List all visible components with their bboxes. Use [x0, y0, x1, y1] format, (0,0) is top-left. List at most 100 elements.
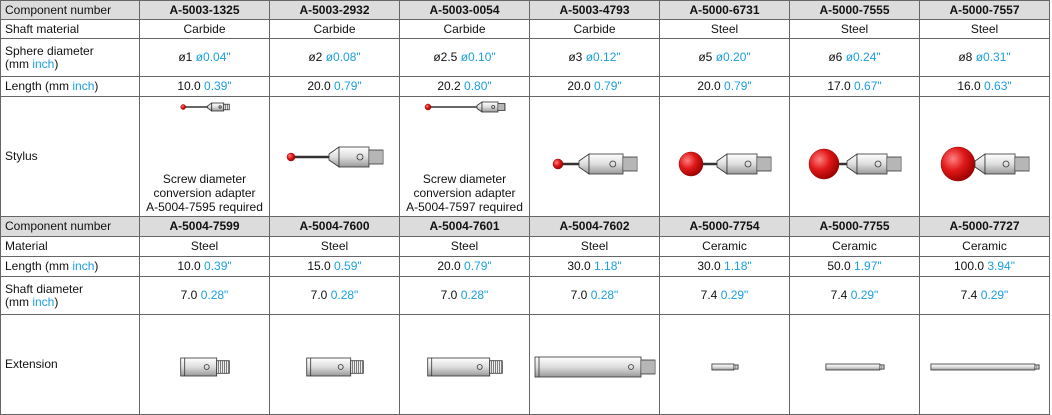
- value-inch: 0.29": [980, 288, 1009, 302]
- extension-hole: [203, 364, 210, 370]
- label-part: inch: [32, 56, 55, 71]
- thread: [640, 359, 656, 375]
- spec-cell: ø6 ø0.24": [789, 38, 920, 77]
- spec-cell: Screw diameter conversion adapter A-5004-7…: [139, 96, 270, 217]
- spec-row: Sphere diameter (mm inch) ø1 ø0.04" ø2 ø0.0…: [0, 38, 1050, 77]
- value-inch: 0.29": [850, 288, 879, 302]
- spec-cell: ø2 ø0.08": [269, 38, 400, 77]
- extension-body: [180, 357, 218, 377]
- drawing: [552, 153, 638, 175]
- row-label: Length (mm inch): [0, 256, 140, 277]
- cell-text: Steel: [450, 239, 479, 253]
- value-mm: ø3: [568, 50, 586, 64]
- spec-cell: 7.0 0.28": [269, 276, 400, 315]
- extension-body: [930, 363, 1036, 371]
- value-mm: ø6: [828, 50, 846, 64]
- stylus-cone: [846, 153, 858, 175]
- stylus-ball: [180, 104, 186, 110]
- drawing: [534, 356, 656, 378]
- value-inch: 0.67": [854, 79, 882, 93]
- extension-drawing: [825, 363, 885, 371]
- spec-cell: [789, 96, 920, 217]
- value-inch: ø0.24": [845, 50, 881, 64]
- spec-cell: Carbide: [139, 19, 270, 39]
- header-label: Component number: [0, 216, 140, 237]
- note-line: conversion adapter: [413, 186, 516, 200]
- component-number: A-5003-0054: [399, 0, 530, 20]
- extension-hole: [476, 364, 483, 370]
- note-line: conversion adapter: [153, 186, 256, 200]
- thread: [350, 360, 364, 374]
- value-mm: 7.0: [440, 288, 461, 302]
- value-mm: ø5: [698, 50, 716, 64]
- spec-cell: [399, 314, 530, 415]
- value-mm: ø1: [178, 50, 196, 64]
- extension-drawing: [180, 357, 230, 377]
- stylus-body: [211, 102, 225, 112]
- drawing: [180, 102, 230, 112]
- stylus-ball: [940, 146, 976, 182]
- component-number: A-5000-7755: [789, 216, 920, 237]
- component-number: A-5000-7727: [919, 216, 1050, 237]
- stylus-hole: [609, 160, 617, 168]
- row-label: Shaft material: [0, 19, 140, 39]
- spec-cell: ø5 ø0.20": [659, 38, 790, 77]
- value-mm: 16.0: [957, 79, 985, 93]
- spec-cell: Carbide: [269, 19, 400, 39]
- stylus-ball: [808, 148, 840, 180]
- value-mm: 20.2: [437, 79, 465, 93]
- spec-cell: Carbide: [399, 19, 530, 39]
- value-mm: 7.4: [700, 288, 721, 302]
- spec-cell: 7.0 0.28": [529, 276, 660, 315]
- drawing: [711, 363, 739, 371]
- drawing: [808, 148, 902, 180]
- component-number: A-5004-7599: [139, 216, 270, 237]
- component-number: A-5004-7600: [269, 216, 400, 237]
- row-label: Material: [0, 236, 140, 257]
- stylus-body: [856, 153, 888, 175]
- value-mm: 7.0: [310, 288, 331, 302]
- spec-cell: 30.0 1.18": [659, 256, 790, 277]
- spec-row: Shaft material Carbide Carbide Carbide Carbi…: [0, 19, 1050, 39]
- spec-cell: ø3 ø0.12": [529, 38, 660, 77]
- value-inch: 0.63": [984, 79, 1012, 93]
- component-number: A-5000-7754: [659, 216, 790, 237]
- cell-text: Steel: [840, 21, 869, 36]
- thread: [223, 103, 230, 111]
- spec-cell: ø2.5 ø0.10": [399, 38, 530, 77]
- stylus-drawing: [424, 101, 506, 113]
- extension-hole: [337, 364, 344, 370]
- thread: [622, 156, 638, 172]
- spec-cell: [919, 96, 1050, 217]
- cell-text: Steel: [710, 21, 739, 36]
- stylus-body: [726, 153, 758, 175]
- stylus-ball: [678, 151, 704, 177]
- label-part: Sphere diameter: [5, 43, 94, 58]
- value-mm: 7.0: [570, 288, 591, 302]
- label-part: Shaft material: [5, 21, 80, 36]
- row-label: Sphere diameter (mm inch): [0, 38, 140, 77]
- drawing: [940, 146, 1030, 182]
- extension-body: [711, 363, 735, 371]
- cell-text: Carbide: [573, 21, 616, 36]
- value-inch: 1.18": [594, 259, 622, 273]
- cell-text: Steel: [190, 239, 219, 253]
- stylus-drawing: [286, 146, 384, 168]
- thread: [368, 149, 384, 165]
- cell-note: Screw diameter conversion adapter A-5004-7…: [401, 172, 529, 214]
- spec-cell: Ceramic: [789, 236, 920, 257]
- stylus-drawing: [940, 146, 1030, 182]
- cell-text: Steel: [970, 21, 999, 36]
- spec-cell: 20.0 0.79": [659, 76, 790, 97]
- header-label: Component number: [0, 0, 140, 20]
- value-mm: ø2: [308, 50, 326, 64]
- spec-cell: Steel: [659, 19, 790, 39]
- extension-drawing: [534, 356, 656, 378]
- spec-cell: 7.0 0.28": [399, 276, 530, 315]
- extension-drawing: [930, 363, 1040, 371]
- stylus-ball: [424, 103, 432, 111]
- value-inch: 0.59": [334, 259, 362, 273]
- value-mm: 20.0: [567, 79, 595, 93]
